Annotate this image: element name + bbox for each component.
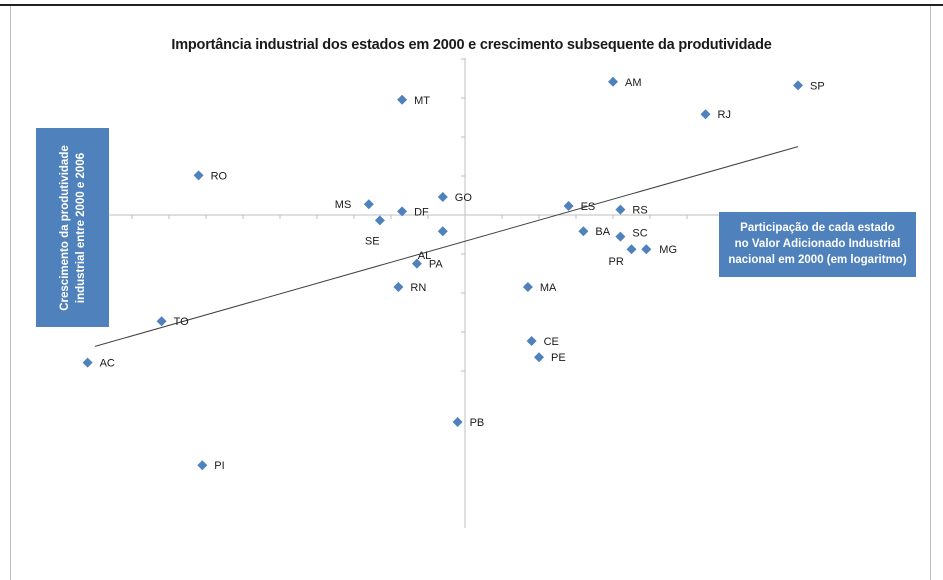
point-label-pe: PE [551, 352, 566, 364]
point-label-al: AL [418, 250, 431, 262]
point-label-pi: PI [214, 460, 224, 472]
x-axis-label-line-2: no Valor Adicionado Industrial [734, 238, 901, 250]
point-al [437, 226, 448, 237]
point-label-sc: SC [632, 228, 647, 240]
point-se [374, 215, 385, 226]
point-ac [82, 357, 93, 368]
point-label-ba: BA [595, 226, 610, 238]
point-pi [197, 460, 208, 471]
point-label-pr: PR [609, 256, 624, 268]
point-label-to: TO [174, 316, 190, 328]
point-label-df: DF [414, 206, 429, 218]
point-rj [700, 109, 711, 120]
point-es [563, 201, 574, 211]
point-pa [411, 258, 422, 269]
point-label-ms: MS [335, 199, 352, 211]
y-axis-label-line-2: industrial entre 2000 e 2006 [74, 152, 87, 303]
y-axis-ticks [461, 58, 465, 372]
point-label-ma: MA [540, 282, 557, 294]
point-go [437, 192, 448, 202]
y-axis-label-line-1: Crescimento da produtividade [58, 144, 71, 311]
point-df [397, 206, 408, 217]
point-sc [615, 231, 626, 242]
chart-title: Importância industrial dos estados em 20… [171, 37, 772, 53]
point-label-se: SE [365, 235, 380, 247]
point-sp [793, 80, 803, 91]
x-axis-label-line-3: nacional em 2000 (em logaritmo) [728, 254, 907, 266]
point-label-ac: AC [100, 358, 115, 370]
point-mt [397, 94, 408, 105]
point-label-es: ES [581, 201, 596, 213]
top-border-line [0, 4, 943, 6]
point-label-mg: MG [659, 244, 677, 256]
point-label-sp: SP [810, 80, 825, 92]
chart-frame [10, 6, 931, 580]
point-ro [193, 170, 204, 181]
point-label-mt: MT [414, 95, 430, 107]
point-label-ce: CE [544, 336, 559, 348]
point-mg [641, 244, 652, 255]
point-pr [626, 244, 637, 255]
point-pe [534, 352, 544, 363]
point-label-am: AM [625, 77, 642, 89]
y-axis-label-box: Crescimento da produtividade industrial … [36, 128, 109, 327]
x-axis-label-box: Participação de cada estado no Valor Adi… [719, 212, 916, 277]
point-rn [393, 282, 404, 292]
point-label-rs: RS [632, 205, 647, 217]
point-ma [522, 282, 533, 292]
point-pb [452, 417, 463, 427]
trendline [94, 146, 799, 347]
point-label-go: GO [455, 192, 473, 204]
point-to [156, 316, 167, 327]
point-label-rj: RJ [718, 109, 731, 121]
point-ms [363, 199, 374, 210]
point-am [608, 76, 618, 87]
point-label-rn: RN [410, 282, 426, 294]
point-rs [615, 204, 626, 215]
point-ce [526, 336, 537, 346]
point-ba [578, 226, 589, 237]
point-label-ro: RO [211, 170, 228, 182]
x-axis-label-line-1: Participação de cada estado [740, 222, 895, 234]
point-label-pb: PB [470, 417, 485, 429]
point-label-pa: PA [429, 259, 444, 271]
x-axis-ticks [131, 215, 725, 219]
